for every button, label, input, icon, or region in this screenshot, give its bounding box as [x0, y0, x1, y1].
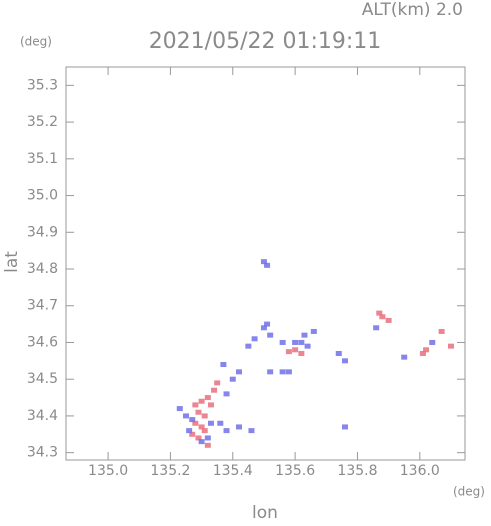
scatter-point	[236, 369, 243, 375]
scatter-point	[201, 413, 208, 419]
scatter-point	[304, 343, 311, 349]
scatter-point	[220, 362, 227, 368]
scatter-point	[204, 435, 211, 441]
y-tick-label: 34.3	[27, 445, 58, 461]
scatter-point	[195, 435, 202, 441]
y-tick-label: 35.0	[27, 188, 58, 204]
scatter-point	[298, 350, 305, 356]
scatter-point	[341, 424, 348, 430]
scatter-point	[204, 395, 211, 401]
y-tick-label: 34.4	[27, 408, 58, 424]
scatter-point	[438, 328, 445, 334]
scatter-point	[279, 339, 286, 345]
scatter-point	[379, 314, 386, 320]
scatter-point	[401, 354, 408, 360]
plot-frame	[65, 66, 466, 461]
scatter-point	[198, 424, 205, 430]
scatter-point	[341, 358, 348, 364]
y-tick-label: 34.5	[27, 371, 58, 387]
scatter-point	[301, 332, 308, 338]
scatter-point	[373, 325, 380, 331]
scatter-point	[214, 380, 221, 386]
scatter-point	[198, 398, 205, 404]
x-tick-label: 136.0	[400, 463, 440, 479]
scatter-point	[183, 413, 190, 419]
scatter-point	[264, 262, 271, 268]
x-unit: (deg)	[453, 485, 485, 499]
x-tick-label: 135.4	[213, 463, 253, 479]
x-tick-label: 135.8	[337, 463, 377, 479]
scatter-point	[223, 391, 230, 397]
scatter-point	[204, 442, 211, 448]
y-tick-label: 35.2	[27, 114, 58, 130]
scatter-point	[285, 369, 292, 375]
scatter-point	[298, 339, 305, 345]
scatter-point	[207, 420, 214, 426]
scatter-point	[192, 402, 199, 408]
x-tick-label: 135.0	[88, 463, 128, 479]
scatter-point	[279, 369, 286, 375]
scatter-point	[198, 439, 205, 445]
scatter-point	[223, 428, 230, 434]
scatter-point	[429, 339, 436, 345]
scatter-point	[267, 369, 274, 375]
x-tick-label: 135.6	[275, 463, 315, 479]
scatter-point	[285, 349, 292, 355]
scatter-point	[376, 310, 383, 316]
scatter-point	[248, 428, 255, 434]
chart-title: 2021/05/22 01:19:11	[149, 29, 382, 54]
scatter-point	[447, 343, 454, 349]
scatter-point	[419, 350, 426, 356]
scatter-point	[207, 402, 214, 408]
scatter-point	[217, 420, 224, 426]
scatter-point	[229, 376, 236, 382]
scatter-point	[292, 339, 299, 345]
scatter-point	[176, 406, 183, 412]
y-unit: (deg)	[20, 35, 52, 49]
scatter-point	[189, 417, 196, 423]
x-axis-label: lon	[252, 503, 278, 521]
y-tick-label: 34.7	[27, 298, 58, 314]
scatter-point	[310, 328, 317, 334]
scatter-point	[292, 347, 299, 353]
scatter-point	[211, 387, 218, 393]
scatter-point	[195, 409, 202, 415]
scatter-point	[264, 321, 271, 327]
scatter-point	[385, 317, 392, 323]
scatter-point	[267, 332, 274, 338]
scatter-point	[260, 259, 267, 265]
y-tick-label: 34.9	[27, 224, 58, 240]
y-tick-label: 34.8	[27, 261, 58, 277]
y-tick-label: 35.3	[27, 77, 58, 93]
header: ALT(km) 2.0	[362, 0, 463, 20]
x-tick-label: 135.2	[150, 463, 190, 479]
scatter-point	[260, 325, 267, 331]
scatter-point	[251, 336, 258, 342]
y-tick-label: 35.1	[27, 151, 58, 167]
scatter-point	[245, 343, 252, 349]
scatter-point	[186, 428, 193, 434]
scatter-point	[335, 350, 342, 356]
scatter-point	[192, 420, 199, 426]
scatter-point	[201, 428, 208, 434]
y-axis-label: lat	[2, 251, 22, 273]
scatter-point	[423, 347, 430, 353]
scatter-point	[189, 431, 196, 437]
scatter-point	[236, 424, 243, 430]
y-tick-label: 34.6	[27, 334, 58, 350]
